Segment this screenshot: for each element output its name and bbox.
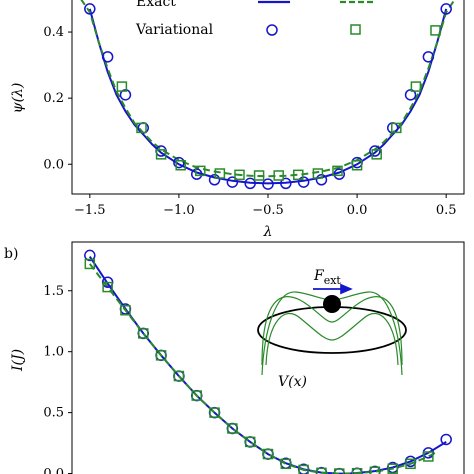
data-point-variational-circle xyxy=(190,168,203,180)
data-point-variational-square xyxy=(253,170,265,181)
series-line-exact-blue xyxy=(88,8,448,185)
y-tick-label: 0.0 xyxy=(43,157,64,172)
data-point-variational-square xyxy=(316,467,327,474)
data-point-variational-square xyxy=(214,168,226,179)
data-point-variational-square xyxy=(293,169,304,181)
x-tick-label: 0.0 xyxy=(347,203,368,218)
data-point-variational-square xyxy=(351,159,363,171)
plot-frame-b xyxy=(71,241,465,474)
data-point-variational-square xyxy=(244,436,256,448)
x-tick-label: −1.0 xyxy=(163,203,195,218)
series-line-exact-green xyxy=(80,0,456,178)
data-point-variational-square xyxy=(234,169,245,181)
data-point-variational-square xyxy=(298,464,309,474)
data-point-variational-square xyxy=(136,122,147,134)
x-tick-label: 0.5 xyxy=(436,203,457,218)
x-axis-label-a: λ xyxy=(263,224,273,240)
data-point-variational-circle xyxy=(440,3,452,15)
y-tick-label: 0.0 xyxy=(43,467,64,474)
data-point-variational-square xyxy=(138,328,149,339)
data-point-variational-square xyxy=(227,423,238,434)
y-tick-label: 0.5 xyxy=(43,406,64,421)
inset-potential-curve-2 xyxy=(265,312,399,366)
y-axis-label-a: ψ(λ) xyxy=(10,83,26,114)
data-point-variational-circle xyxy=(244,177,256,190)
data-point-variational-circle xyxy=(84,249,96,262)
data-point-variational-square xyxy=(430,25,441,36)
legend-marker-variational-blue xyxy=(266,24,278,36)
series-line-exact-blue xyxy=(88,256,447,474)
data-point-variational-square xyxy=(191,390,202,401)
data-point-variational-square xyxy=(371,149,382,160)
data-point-variational-square xyxy=(405,458,416,470)
panel-label-b: b) xyxy=(4,246,18,262)
data-point-variational-square xyxy=(116,81,128,92)
data-point-variational-square xyxy=(155,350,167,361)
inset-force-sub: ext xyxy=(324,274,342,287)
data-point-variational-circle xyxy=(297,176,310,188)
legend-marker-variational-green xyxy=(350,24,361,35)
data-point-variational-square xyxy=(195,165,206,177)
data-point-variational-square xyxy=(332,165,343,177)
data-point-variational-circle xyxy=(404,89,417,101)
data-point-variational-circle xyxy=(84,3,96,15)
inset-potential-curve-1 xyxy=(261,296,403,366)
data-point-variational-square xyxy=(84,258,96,270)
y-tick-label: 1.5 xyxy=(43,284,64,299)
inset-ring xyxy=(257,306,407,354)
data-point-variational-circle xyxy=(262,178,274,190)
data-point-variational-circle xyxy=(315,174,328,186)
data-point-variational-circle xyxy=(226,176,239,188)
y-axis-label-b: I(J) xyxy=(10,349,26,372)
x-tick-label: −0.5 xyxy=(252,203,284,218)
x-tick-label: −1.5 xyxy=(74,203,106,218)
data-point-variational-circle xyxy=(422,51,435,63)
inset-force-main: F xyxy=(313,268,325,284)
data-point-variational-square xyxy=(262,448,274,460)
legend-label-variational: Variational xyxy=(135,22,214,38)
data-point-variational-square xyxy=(312,168,324,179)
data-point-variational-square xyxy=(391,122,402,134)
inset-schematic: Fext V(x) xyxy=(257,268,407,390)
data-point-variational-square xyxy=(387,463,398,474)
inset-particle xyxy=(323,295,341,313)
data-point-variational-square xyxy=(351,467,363,474)
data-point-variational-square xyxy=(273,170,284,181)
data-point-variational-circle xyxy=(280,177,292,190)
data-point-variational-square xyxy=(410,81,422,92)
data-point-variational-square xyxy=(280,458,292,470)
inset-force-label: Fext xyxy=(313,268,341,287)
data-point-variational-square xyxy=(102,281,113,293)
data-point-variational-circle xyxy=(369,145,381,157)
data-point-variational-circle xyxy=(119,89,132,101)
data-point-variational-square xyxy=(155,149,167,160)
data-point-variational-square xyxy=(175,159,186,171)
chart-panel-a: 0.0 0.2 0.4 −1.5 −1.0 −0.5 0.0 0.5 λ ψ(λ) Exac… xyxy=(10,0,465,240)
data-point-variational-square xyxy=(369,466,381,474)
data-point-variational-circle xyxy=(208,174,221,186)
data-point-variational-square xyxy=(423,451,434,462)
chart-panel-b: b) 0.0 0.5 1.0 1.5 I(J) Fext V(x) xyxy=(4,241,465,474)
legend: Exact Variational xyxy=(135,0,374,38)
plot-frame-a xyxy=(71,0,465,195)
data-point-variational-square xyxy=(209,407,220,418)
legend-label-exact: Exact xyxy=(136,0,176,10)
series-line-exact-green xyxy=(89,263,438,474)
y-tick-label: 0.4 xyxy=(43,25,64,40)
data-point-variational-circle xyxy=(440,433,452,446)
data-point-variational-circle xyxy=(173,156,185,169)
inset-potential-label: V(x) xyxy=(278,374,307,390)
data-point-variational-circle xyxy=(333,168,346,180)
data-point-variational-circle xyxy=(101,51,114,63)
data-point-variational-square xyxy=(173,370,185,382)
data-point-variational-square xyxy=(120,305,131,316)
y-tick-label: 0.2 xyxy=(43,91,64,106)
y-tick-label: 1.0 xyxy=(43,345,64,360)
